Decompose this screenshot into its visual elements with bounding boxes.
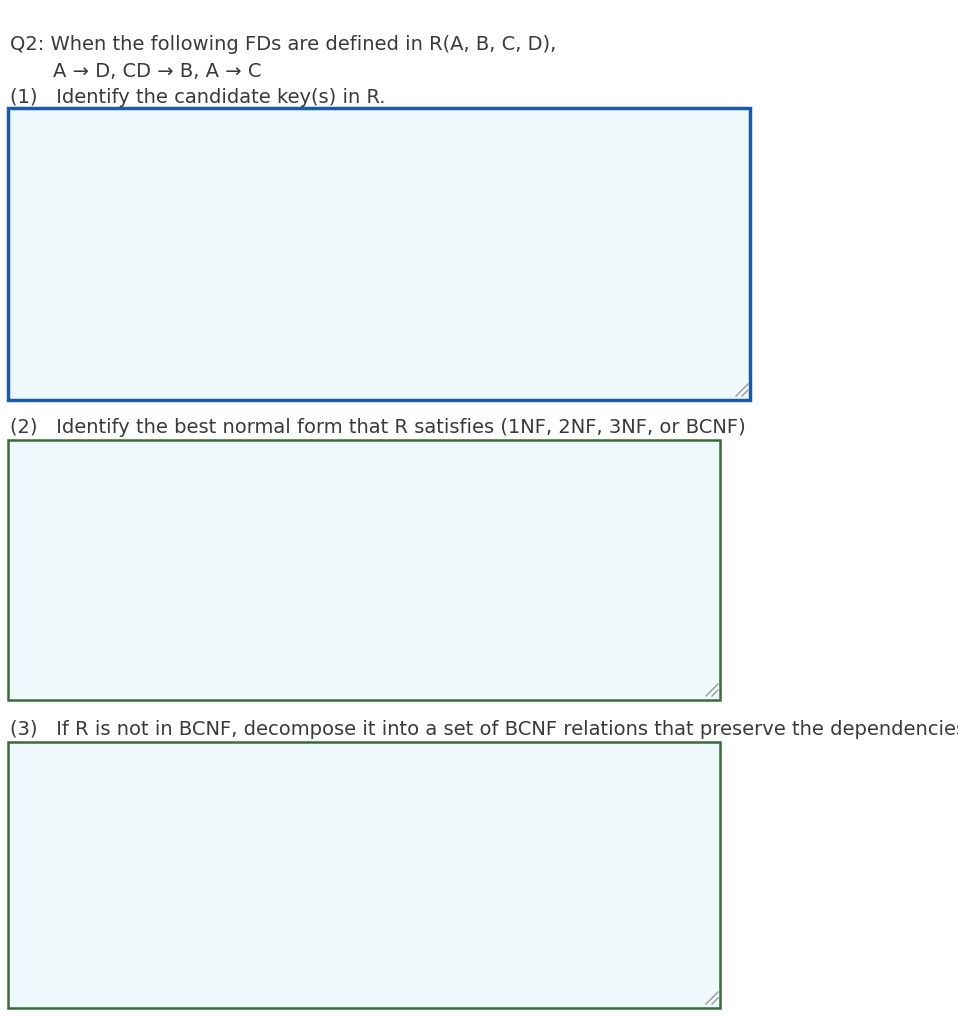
Text: (2)   Identify the best normal form that R satisfies (1NF, 2NF, 3NF, or BCNF): (2) Identify the best normal form that R… [10,418,745,437]
Bar [8,440,720,700]
Text: (1)   Identify the candidate key(s) in R.: (1) Identify the candidate key(s) in R. [10,88,385,106]
Text: (3)   If R is not in BCNF, decompose it into a set of BCNF relations that preser: (3) If R is not in BCNF, decompose it in… [10,720,958,739]
Text: A → D, CD → B, A → C: A → D, CD → B, A → C [53,62,262,81]
Bar [8,742,720,1008]
Bar [8,108,750,400]
Text: Q2: When the following FDs are defined in R(A, B, C, D),: Q2: When the following FDs are defined i… [10,35,557,54]
